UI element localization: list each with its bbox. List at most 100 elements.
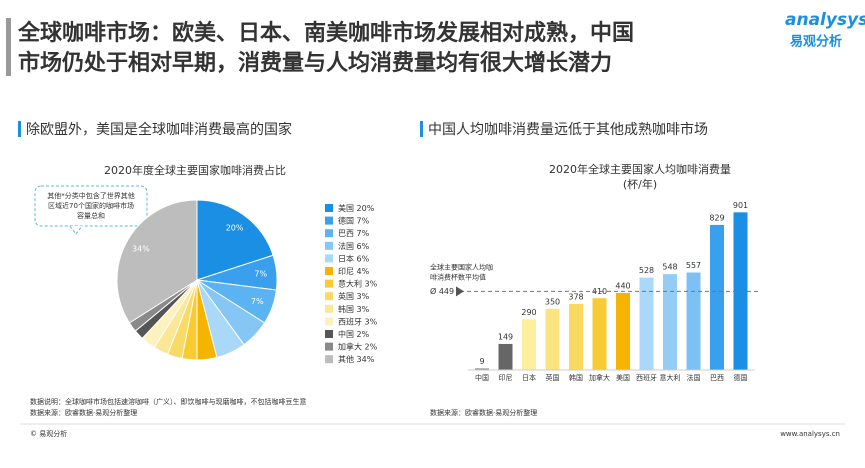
legend-swatch <box>325 330 333 338</box>
legend-name: 巴西 <box>338 229 354 238</box>
legend-value: 3% <box>365 279 378 288</box>
note: 数据来源：欧睿数据·易观分析整理 <box>430 408 537 417</box>
x-tick-label: 意大利 <box>660 373 681 382</box>
value-label: 410 <box>592 287 607 296</box>
legend-entry: 加拿大 2% <box>338 341 378 351</box>
legend-entry: 印尼 4% <box>338 267 370 276</box>
bar <box>639 277 654 370</box>
chart-subtitle: (杯/年) <box>623 177 657 191</box>
chart-title: 2020年度全球主要国家咖啡消费占比 <box>104 163 286 177</box>
section-heading: 除欧盟外，美国是全球咖啡消费最高的国家 <box>26 121 292 138</box>
legend-swatch <box>325 317 333 326</box>
value-label: 9 <box>479 357 484 366</box>
reference-note: 全球主要国家人均咖 <box>430 262 493 271</box>
bar <box>592 298 607 370</box>
legend-name: 英国 <box>338 291 354 301</box>
legend-entry: 中国 2% <box>338 329 370 339</box>
legend-swatch <box>325 254 333 263</box>
legend-swatch <box>325 216 333 225</box>
slice-label: 34% <box>132 245 150 254</box>
x-tick-label: 印尼 <box>499 374 513 382</box>
slice-label: 7% <box>254 269 267 278</box>
legend-value: 34% <box>357 355 375 364</box>
legend-swatch <box>325 355 333 364</box>
legend-entry: 日本 6% <box>338 253 370 263</box>
x-tick-label: 英国 <box>546 373 560 382</box>
legend-entry: 美国 20% <box>338 203 375 213</box>
value-label: 901 <box>733 201 748 210</box>
bar <box>522 319 536 370</box>
value-label: 548 <box>662 263 677 272</box>
x-tick-label: 中国 <box>475 373 489 382</box>
legend-swatch <box>325 241 333 250</box>
legend-value: 3% <box>357 292 370 301</box>
x-tick-label: 日本 <box>522 373 536 382</box>
legend-value: 2% <box>365 342 378 351</box>
legend-name: 法国 <box>338 240 354 250</box>
legend-name: 中国 <box>338 329 354 339</box>
bar <box>569 303 583 370</box>
slide-title: 市场仍处于相对早期，消费量与人均消费量均有很大增长潜力 <box>18 50 612 76</box>
callout <box>34 185 148 227</box>
legend-swatch <box>325 267 333 275</box>
heading-bar <box>18 121 21 137</box>
legend-swatch <box>325 229 333 238</box>
legend-entry: 意大利 3% <box>338 278 378 288</box>
bar <box>686 272 701 370</box>
footer: © 易观分析 <box>30 429 67 438</box>
x-tick-label: 美国 <box>616 373 630 382</box>
x-tick-label: 加拿大 <box>589 373 610 382</box>
slice-label: 20% <box>226 224 244 233</box>
heading-bar <box>420 121 423 137</box>
bar <box>498 343 513 370</box>
reference-label: Ø 449 <box>430 286 454 296</box>
pie-slice <box>116 199 198 324</box>
value-label: 290 <box>521 308 536 317</box>
note: 数据来源：欧睿数据·易观分析整理 <box>30 408 137 417</box>
reference-note: 啡消费杯数平均值 <box>430 272 486 281</box>
legend-entry: 德国 7% <box>338 215 370 225</box>
legend-value: 4% <box>357 267 370 276</box>
legend-value: 20% <box>357 204 375 213</box>
x-tick-label: 西班牙 <box>636 373 657 382</box>
pie-slice <box>196 199 274 281</box>
value-label: 378 <box>568 292 583 301</box>
value-label: 528 <box>639 266 654 275</box>
x-tick-label: 德国 <box>734 373 748 382</box>
value-label: 440 <box>615 282 630 291</box>
value-label: 350 <box>545 297 560 306</box>
legend-name: 日本 <box>338 253 354 263</box>
bar <box>710 224 724 370</box>
legend-swatch <box>325 304 333 313</box>
value-label: 557 <box>686 261 701 270</box>
bar <box>475 368 489 370</box>
logo: analysys <box>785 10 865 30</box>
callout-tail <box>69 225 83 235</box>
bar <box>663 274 677 370</box>
legend-name: 韩国 <box>338 303 354 313</box>
section-heading: 中国人均咖啡消费量远低于其他成熟咖啡市场 <box>428 121 708 138</box>
reference-marker <box>456 286 464 297</box>
title-bar <box>6 18 11 76</box>
legend-value: 3% <box>357 304 370 313</box>
legend-entry: 韩国 3% <box>338 303 370 313</box>
legend-name: 美国 <box>338 203 354 213</box>
bar <box>545 308 560 370</box>
slide-title: 全球咖啡市场：欧美、日本、南美咖啡市场发展相对成熟，中国 <box>17 20 634 46</box>
legend-name: 印尼 <box>338 267 354 276</box>
legend-entry: 巴西 7% <box>338 229 370 238</box>
legend-swatch <box>325 204 333 212</box>
legend-value: 6% <box>357 254 370 263</box>
legend-entry: 西班牙 3% <box>338 316 378 326</box>
legend-swatch <box>325 279 333 288</box>
footer: www.analysys.cn <box>780 430 840 438</box>
legend-name: 加拿大 <box>338 341 362 351</box>
x-tick-label: 巴西 <box>710 374 724 382</box>
legend-entry: 法国 6% <box>338 240 370 250</box>
annotation: 区域近70个国家的咖啡市场 <box>48 201 134 210</box>
legend-value: 6% <box>357 241 370 250</box>
legend-name: 其他 <box>338 354 354 364</box>
x-tick-label: 韩国 <box>569 373 583 382</box>
legend-swatch <box>325 292 333 301</box>
